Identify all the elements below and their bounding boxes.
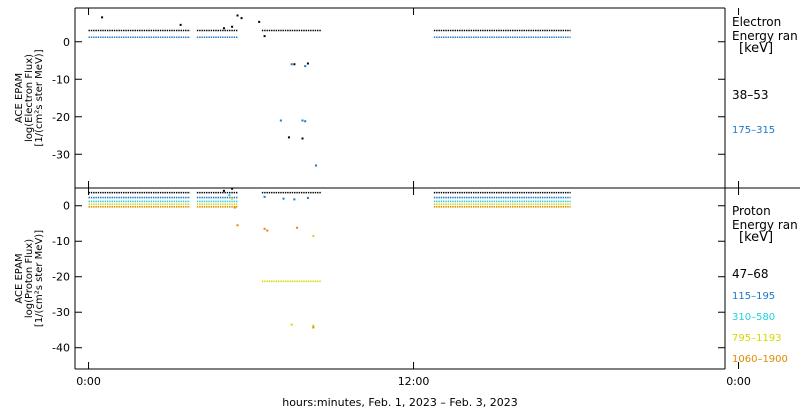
series-38–53 xyxy=(88,14,571,140)
data-point xyxy=(304,65,307,68)
data-point xyxy=(263,35,266,38)
data-point xyxy=(306,196,309,199)
data-point xyxy=(293,63,296,66)
data-point xyxy=(306,62,309,65)
data-point xyxy=(233,206,236,209)
data-point xyxy=(282,197,285,200)
data-point xyxy=(293,198,296,201)
y-axis-label-line: [1/(cm²s ster MeV)] xyxy=(34,49,45,146)
legend-title: [keV] xyxy=(739,230,773,245)
legend-entry: 795–1193 xyxy=(732,333,782,344)
y-tick-label: 0 xyxy=(63,200,70,213)
legend-title: Proton xyxy=(732,204,771,218)
data-point xyxy=(279,119,282,122)
series-47–68 xyxy=(88,187,571,194)
x-tick-label: 12:00 xyxy=(398,375,430,388)
y-axis-label-line: [1/(cm²s ster MeV)] xyxy=(34,230,45,327)
legend-entry: 47–68 xyxy=(732,267,769,281)
data-point xyxy=(240,17,243,20)
y-tick-label: 0 xyxy=(63,36,70,49)
x-tick-label: 0:00 xyxy=(76,375,101,388)
data-point xyxy=(266,229,269,232)
y-tick-label: -20 xyxy=(52,111,70,124)
data-point xyxy=(287,136,290,139)
data-point xyxy=(301,137,304,140)
y-tick-label: -10 xyxy=(52,73,70,86)
y-axis-label-line: ACE EPAM xyxy=(14,73,25,123)
data-point xyxy=(231,25,234,28)
x-axis-label: hours:minutes, Feb. 1, 2023 – Feb. 3, 20… xyxy=(282,396,518,409)
data-point xyxy=(312,234,315,237)
x-tick-label: 0:00 xyxy=(726,375,751,388)
series-115–195 xyxy=(88,195,571,201)
data-point xyxy=(296,226,299,229)
y-tick-label: -30 xyxy=(52,148,70,161)
data-point xyxy=(290,63,293,66)
data-point xyxy=(236,224,239,227)
data-point xyxy=(301,119,304,122)
data-point xyxy=(258,20,261,23)
legend-entry: 115–195 xyxy=(732,291,775,302)
y-axis-label: ACE EPAM log(Electron Flux) [1/(cm²s ster … xyxy=(14,49,45,146)
legend-title: [keV] xyxy=(739,41,773,56)
legend-title: Electron xyxy=(732,15,781,29)
y-axis-label-line: ACE EPAM xyxy=(14,253,25,303)
data-point xyxy=(263,227,266,230)
legend-entry: 38–53 xyxy=(732,88,769,102)
y-tick-label: -10 xyxy=(52,235,70,248)
y-axis-label: ACE EPAM log(Proton Flux) [1/(cm²s ster Me… xyxy=(14,230,45,327)
data-point xyxy=(228,194,231,197)
data-point xyxy=(236,14,239,17)
data-point xyxy=(222,189,225,192)
data-point xyxy=(312,326,315,329)
data-point xyxy=(263,195,266,198)
proton-panel: 0 -10 -20 -30 -40 ACE EPAM log(Proton Flux) [1/… xyxy=(14,187,798,369)
data-point xyxy=(312,324,315,327)
data-point xyxy=(315,164,318,167)
series-795–1193 xyxy=(88,197,571,327)
data-point xyxy=(222,27,225,30)
series-310–580 xyxy=(88,194,571,203)
data-point xyxy=(101,16,104,19)
legend-title: Energy ran xyxy=(732,29,798,43)
y-tick-label: -40 xyxy=(52,342,70,355)
y-axis-label-line: log(Proton Flux) xyxy=(24,239,35,318)
series-1060–1900 xyxy=(88,206,571,329)
legend-entry: 310–580 xyxy=(732,312,775,323)
data-point xyxy=(179,23,182,26)
series-175–315 xyxy=(88,36,571,167)
electron-panel: 0 -10 -20 -30 ACE EPAM log(Electron Flux) [1/(… xyxy=(14,8,798,188)
y-axis-label-line: log(Electron Flux) xyxy=(24,54,35,142)
data-point xyxy=(231,187,234,190)
y-tick-label: -30 xyxy=(52,306,70,319)
y-tick-label: -20 xyxy=(52,271,70,284)
data-point xyxy=(231,197,234,200)
legend-entry: 1060–1900 xyxy=(732,354,788,365)
data-point xyxy=(290,323,293,326)
data-point xyxy=(304,120,307,123)
legend-entry: 175–315 xyxy=(732,125,775,136)
legend-title: Energy ran xyxy=(732,218,798,232)
